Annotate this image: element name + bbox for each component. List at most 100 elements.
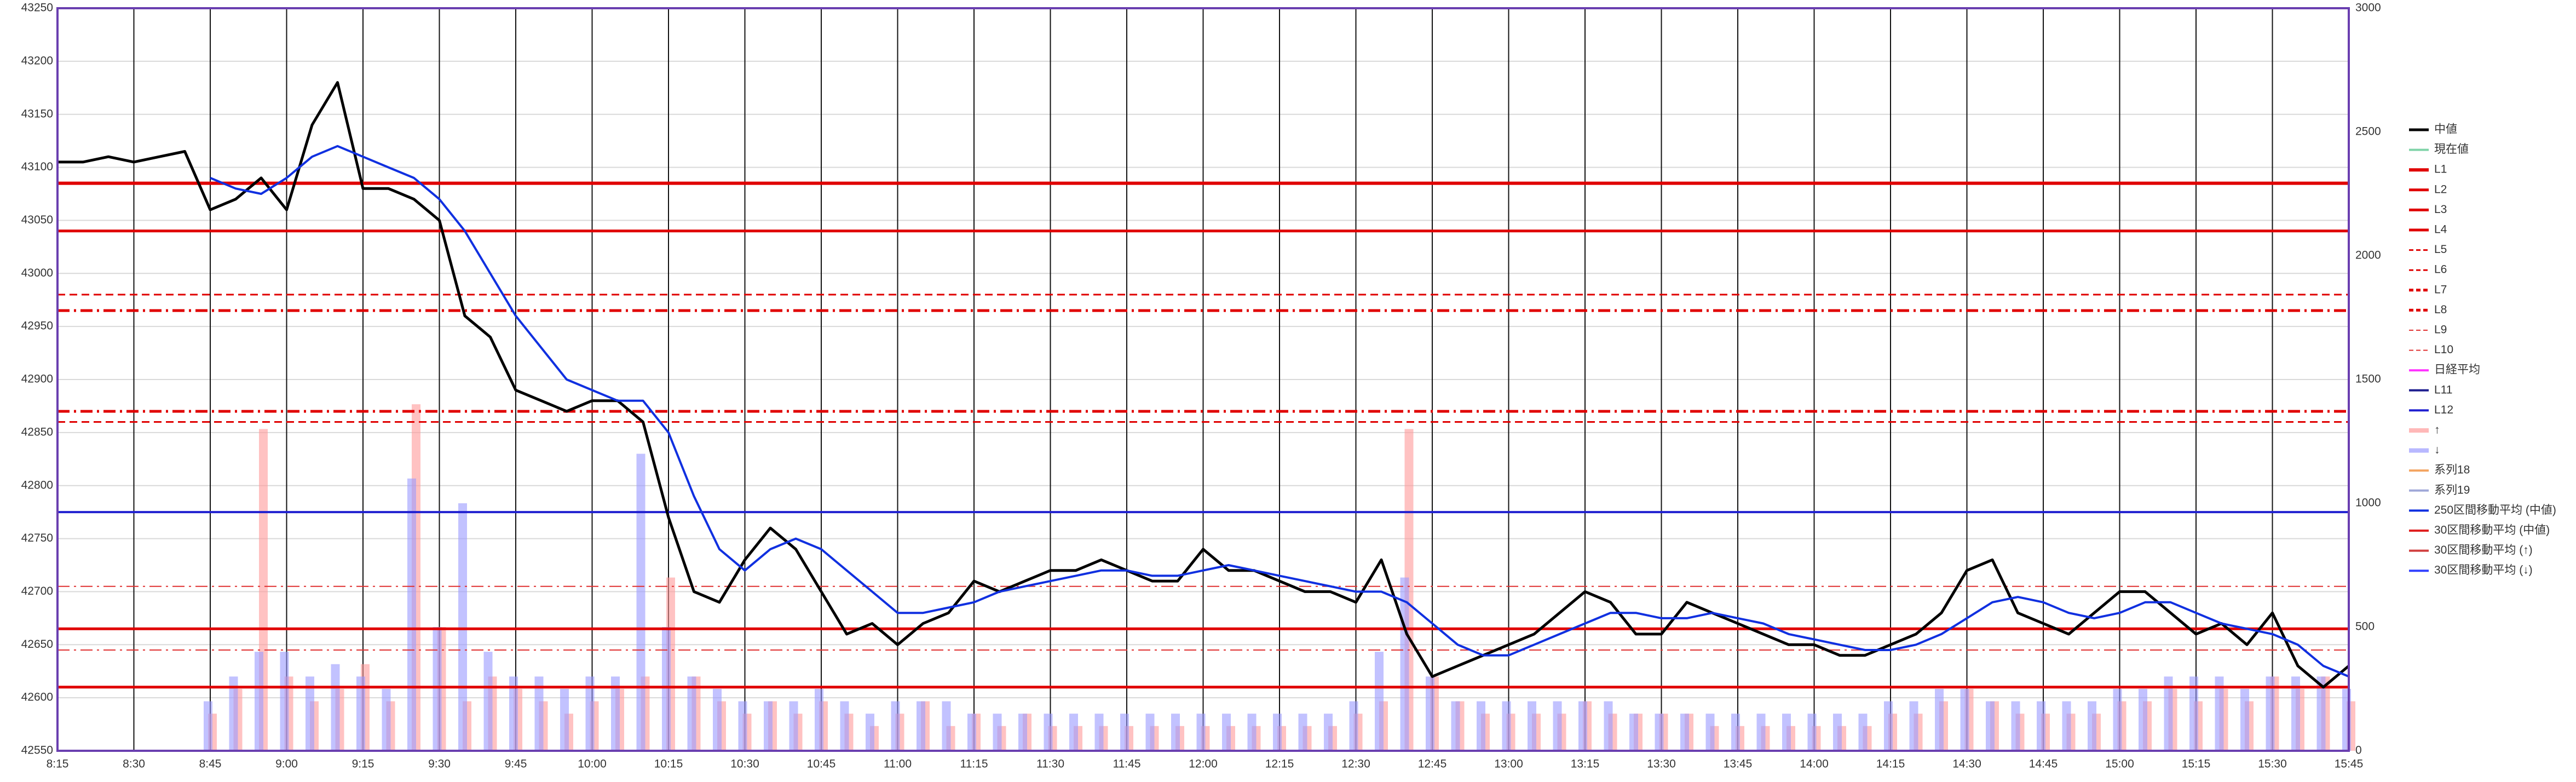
volume-bar <box>1655 714 1664 751</box>
x-tick-label: 9:00 <box>275 758 298 771</box>
x-tick-label: 15:15 <box>2182 758 2211 771</box>
legend-label: L1 <box>2434 163 2447 176</box>
series-line <box>57 81 2350 689</box>
legend-label: 30区間移動平均 (↑) <box>2434 544 2533 556</box>
volume-bar <box>356 676 365 751</box>
volume-bar <box>1604 701 1613 751</box>
y-tick-label: 43150 <box>21 107 53 120</box>
x-tick-label: 9:30 <box>428 758 451 771</box>
x-tick-label: 11:30 <box>1036 758 1064 771</box>
volume-bar <box>2062 701 2071 751</box>
legend-label: 系列18 <box>2434 464 2470 476</box>
y2-tick-label: 1500 <box>2355 373 2381 386</box>
volume-bar <box>1833 714 1842 751</box>
legend-label: L3 <box>2434 203 2447 216</box>
volume-bar <box>1298 714 1307 751</box>
volume-bar <box>458 503 467 751</box>
volume-bar <box>2088 701 2096 751</box>
y-tick-label: 42950 <box>21 320 53 332</box>
volume-bar <box>1986 701 1995 751</box>
volume-bar <box>1477 701 1485 751</box>
volume-bar <box>534 676 544 751</box>
volume-bar <box>1960 689 1969 751</box>
volume-bar <box>1171 714 1180 751</box>
volume-bar <box>1731 714 1740 751</box>
x-tick-label: 8:30 <box>123 758 145 771</box>
x-tick-label: 15:45 <box>2335 758 2364 771</box>
volume-bar <box>2037 701 2045 751</box>
legend-label: 系列19 <box>2434 484 2470 496</box>
y-tick-label: 42700 <box>21 585 53 597</box>
volume-bar <box>840 701 849 751</box>
x-tick-label: 8:45 <box>199 758 222 771</box>
volume-bar <box>229 676 238 751</box>
volume-bar <box>255 652 263 751</box>
x-tick-label: 9:45 <box>505 758 527 771</box>
volume-bar <box>1858 714 1868 751</box>
volume-bar <box>1680 714 1689 751</box>
volume-bar <box>2139 689 2147 751</box>
volume-bar <box>636 453 646 751</box>
volume-bar <box>331 664 340 751</box>
volume-bar <box>1578 701 1587 751</box>
volume-bar <box>789 701 798 751</box>
series-line <box>210 145 2349 678</box>
x-tick-label: 14:00 <box>1800 758 1829 771</box>
x-tick-label: 13:00 <box>1494 758 1523 771</box>
x-tick-label: 12:30 <box>1341 758 1370 771</box>
volume-bar <box>1629 714 1638 751</box>
volume-bar <box>1884 701 1893 751</box>
volume-bar <box>2189 676 2198 751</box>
y-tick-label: 43100 <box>21 160 53 173</box>
volume-bar <box>2215 676 2224 751</box>
volume-bar <box>1120 714 1129 751</box>
volume-bar <box>815 689 823 751</box>
x-tick-label: 14:30 <box>1952 758 1981 771</box>
volume-bar <box>1528 701 1536 751</box>
y2-tick-label: 3000 <box>2355 2 2381 14</box>
volume-bar <box>1756 714 1766 751</box>
volume-bar <box>1553 701 1562 751</box>
plot-border <box>56 7 2350 752</box>
volume-bar <box>1069 714 1078 751</box>
volume-bar <box>1375 652 1384 751</box>
volume-bar <box>1705 714 1715 751</box>
x-tick-label: 12:15 <box>1265 758 1294 771</box>
volume-bar <box>1451 701 1460 751</box>
x-tick-label: 10:00 <box>578 758 607 771</box>
volume-bar <box>891 701 900 751</box>
volume-bar <box>687 676 696 751</box>
x-tick-label: 14:15 <box>1876 758 1905 771</box>
y-tick-label: 42900 <box>21 373 53 386</box>
volume-bar <box>306 676 314 751</box>
legend-label: L6 <box>2434 263 2447 276</box>
x-tick-label: 10:45 <box>807 758 836 771</box>
volume-bar <box>1044 714 1053 751</box>
volume-bar <box>917 701 925 751</box>
y-tick-label: 43050 <box>21 214 53 226</box>
legend-label: L12 <box>2434 404 2453 416</box>
y2-tick-label: 2000 <box>2355 249 2381 262</box>
volume-bar <box>560 689 569 751</box>
legend-label: 250区間移動平均 (中値) <box>2434 504 2556 516</box>
volume-bar <box>2240 689 2249 751</box>
y-tick-label: 42800 <box>21 479 53 491</box>
volume-bar <box>1247 714 1257 751</box>
volume-bar <box>866 714 874 751</box>
volume-bar <box>1349 701 1358 751</box>
volume-bar <box>967 714 976 751</box>
volume-bar <box>1324 714 1333 751</box>
volume-bar <box>738 701 747 751</box>
volume-bar <box>1935 689 1944 751</box>
legend-label: 日経平均 <box>2434 364 2480 376</box>
x-tick-label: 15:30 <box>2258 758 2287 771</box>
y-tick-label: 43000 <box>21 267 53 279</box>
y-tick-label: 42750 <box>21 532 53 544</box>
x-tick-label: 15:00 <box>2105 758 2134 771</box>
legend-label: 30区間移動平均 (中値) <box>2434 524 2550 537</box>
volume-bar <box>1094 714 1104 751</box>
y-tick-label: 43200 <box>21 54 53 67</box>
legend-label: ↓ <box>2434 444 2440 456</box>
x-tick-label: 8:15 <box>47 758 69 771</box>
volume-bar <box>1273 714 1282 751</box>
